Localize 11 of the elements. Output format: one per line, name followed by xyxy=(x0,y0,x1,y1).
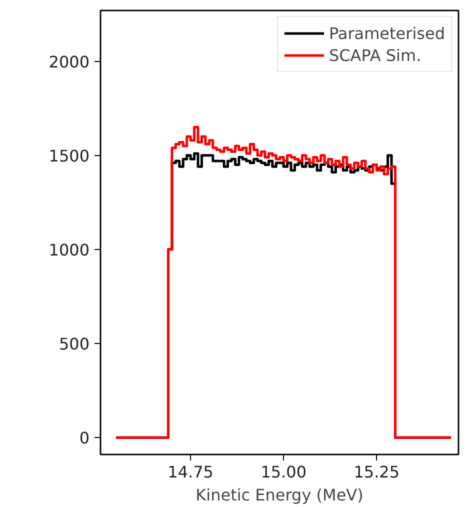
x-tick-label: 14.75 xyxy=(168,462,214,482)
x-axis-title: Kinetic Energy (MeV) xyxy=(196,486,364,504)
y-tick-label: 500 xyxy=(58,334,90,354)
legend-label: SCAPA Sim. xyxy=(328,46,422,64)
y-tick-label: 0 xyxy=(79,428,90,448)
y-tick-label: 2000 xyxy=(48,52,90,72)
y-tick-label: 1000 xyxy=(48,240,90,260)
x-tick-label: 15.25 xyxy=(354,462,400,482)
y-tick-label: 1500 xyxy=(48,146,90,166)
legend-label: Parameterised xyxy=(328,24,445,42)
x-tick-label: 15.00 xyxy=(260,462,307,482)
